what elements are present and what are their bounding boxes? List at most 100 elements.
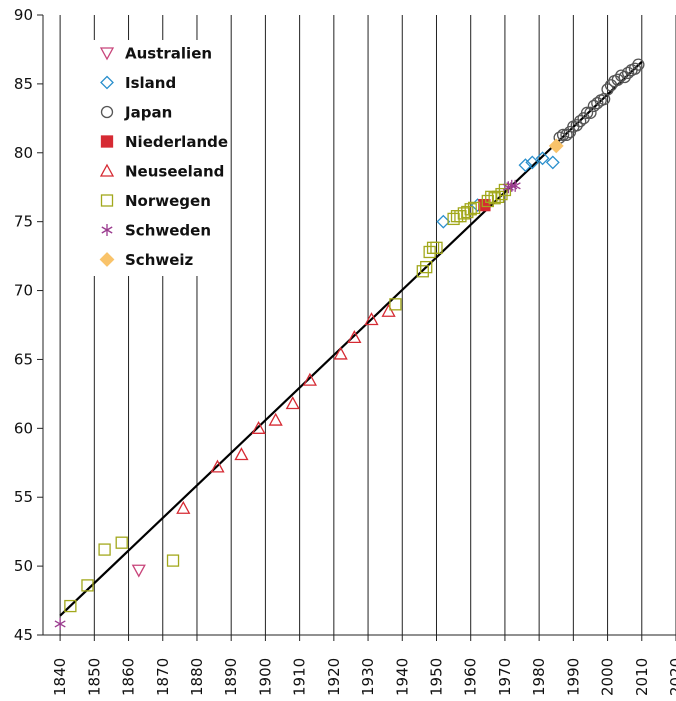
x-tick-label: 1950	[427, 658, 445, 696]
point-japan	[580, 106, 594, 119]
x-tick-label: 1890	[222, 658, 240, 696]
point-norwegen	[81, 579, 94, 592]
point-schweden	[509, 179, 521, 192]
point-neuseeland	[364, 312, 379, 326]
point-japan	[587, 99, 601, 113]
x-tick-label: 1920	[325, 658, 343, 696]
point-neuseeland	[347, 330, 362, 344]
x-tick-label: 1970	[496, 658, 514, 696]
point-norwegen	[416, 265, 429, 278]
point-japan	[560, 128, 573, 142]
point-norwegen	[461, 205, 474, 219]
x-tick-label: 1880	[188, 658, 206, 696]
series-schweiz	[548, 138, 564, 154]
point-japan	[632, 58, 645, 71]
point-japan	[628, 62, 642, 75]
tick-labels: 1840 1850 1860 1870 1880 1890 1900 1910 1920 1930…	[14, 6, 676, 696]
point-neuseeland	[176, 500, 191, 514]
point-norwegen	[495, 187, 508, 201]
point-norwegen	[98, 543, 111, 556]
point-norwegen	[454, 210, 467, 223]
point-norwegen	[115, 536, 128, 549]
point-norwegen	[498, 183, 512, 197]
legend-label: Australien	[125, 45, 212, 63]
y-tick-label: 55	[14, 488, 33, 506]
point-japan	[621, 66, 635, 80]
legend-item-niederlande: Niederlande	[100, 133, 228, 151]
series-niederlande	[478, 198, 491, 212]
point-island	[436, 214, 451, 229]
legend-item-japan: Japan	[100, 104, 172, 122]
series-neuseeland	[176, 303, 396, 514]
y-tick-label: 50	[14, 557, 33, 575]
point-japan	[570, 119, 583, 132]
legend-marker-neuseeland	[99, 163, 115, 177]
point-norwegen	[166, 554, 180, 567]
point-island	[518, 158, 533, 173]
point-japan	[591, 97, 604, 110]
point-norwegen	[420, 260, 433, 274]
point-norwegen	[464, 203, 477, 216]
grid-lines	[59, 15, 676, 635]
x-tick-label: 1980	[530, 658, 548, 696]
x-tick-label: 2020	[667, 658, 676, 696]
x-tick-label: 1840	[51, 658, 69, 696]
point-japan	[584, 106, 597, 119]
y-tick-label: 80	[14, 144, 33, 162]
data-points	[54, 58, 645, 630]
point-norwegen	[488, 192, 501, 205]
x-tick-label: 1870	[154, 658, 172, 696]
x-tick-label: 1940	[393, 658, 411, 696]
x-tick-label: 1860	[120, 658, 138, 696]
point-japan	[556, 128, 570, 142]
legend-marker-australien	[99, 47, 115, 61]
point-australien	[131, 564, 146, 578]
y-tick-label: 60	[14, 419, 33, 437]
legend-label: Japan	[124, 104, 172, 122]
point-japan	[618, 70, 631, 84]
point-norwegen	[430, 241, 443, 254]
legend-marker-island	[100, 75, 114, 90]
point-island	[525, 155, 540, 170]
x-tick-label: 1910	[291, 658, 309, 696]
x-tick-label: 1850	[85, 658, 103, 696]
legend: Australien Island Japan Niederlande Neuseela…	[89, 40, 228, 276]
y-tick-label: 65	[14, 350, 33, 368]
point-neuseeland	[234, 447, 249, 461]
legend-label: Neuseeland	[125, 163, 224, 181]
legend-item-schweden: Schweden	[101, 222, 211, 240]
point-japan	[611, 73, 624, 86]
point-norwegen	[491, 190, 505, 204]
point-schweden	[54, 617, 66, 630]
point-norwegen	[481, 194, 494, 208]
point-japan	[601, 83, 614, 96]
axes	[37, 14, 676, 641]
x-tick-label: 2010	[633, 658, 651, 696]
point-island	[545, 155, 560, 170]
legend-item-schweiz: Schweiz	[99, 251, 194, 269]
point-norwegen	[423, 245, 436, 259]
series-japan	[553, 58, 645, 144]
x-tick-label: 1960	[462, 658, 480, 696]
legend-item-norwegen: Norwegen	[100, 192, 211, 210]
point-norwegen	[389, 298, 402, 311]
legend-label: Norwegen	[125, 192, 211, 210]
point-norwegen	[447, 212, 460, 226]
y-tick-label: 70	[14, 282, 33, 300]
y-tick-label: 90	[14, 6, 33, 24]
y-tick-label: 75	[14, 213, 33, 231]
legend-marker-schweden	[101, 224, 113, 236]
series-australien	[131, 564, 146, 578]
legend-item-australien: Australien	[99, 45, 212, 63]
legend-marker-japan	[100, 105, 114, 119]
point-norwegen	[467, 201, 481, 215]
point-neuseeland	[333, 346, 348, 360]
x-tick-label: 1930	[359, 658, 377, 696]
x-tick-label: 1900	[256, 658, 274, 696]
point-neuseeland	[302, 372, 317, 386]
point-norwegen	[64, 599, 77, 613]
legend-marker-schweiz	[99, 252, 115, 267]
legend-item-neuseeland: Neuseeland	[99, 163, 224, 181]
point-niederlande	[478, 198, 491, 212]
legend-background	[89, 40, 223, 276]
